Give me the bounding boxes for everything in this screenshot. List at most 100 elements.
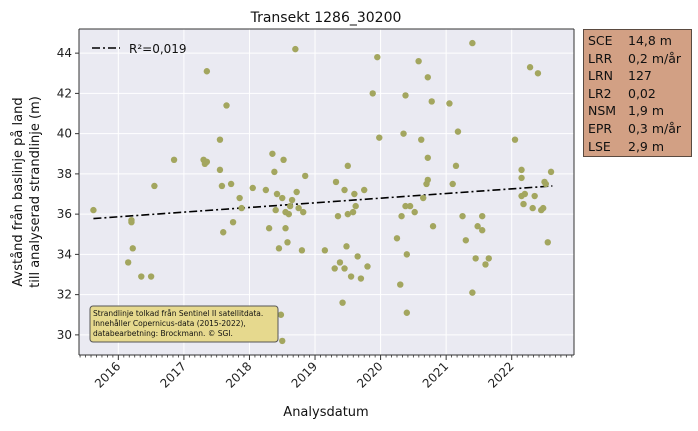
y-axis-title-line-2: till analyserad strandlinje (m) bbox=[28, 96, 43, 288]
data-point bbox=[534, 70, 542, 77]
data-point bbox=[147, 273, 155, 280]
data-point bbox=[424, 154, 431, 161]
stats-row: NSM 1,9 m bbox=[588, 102, 687, 120]
data-point bbox=[518, 166, 525, 174]
data-point bbox=[282, 225, 289, 232]
x-tick-label: 2017 bbox=[158, 359, 189, 390]
stats-row: LSE 2,9 m bbox=[588, 138, 687, 156]
data-point bbox=[321, 247, 329, 254]
data-point bbox=[223, 102, 230, 109]
data-point bbox=[420, 194, 427, 202]
y-tick-label: 44 bbox=[57, 46, 72, 60]
data-point bbox=[474, 223, 481, 230]
data-point bbox=[429, 223, 437, 230]
data-point bbox=[352, 202, 359, 210]
x-tick-label: 2019 bbox=[289, 359, 320, 390]
data-point bbox=[218, 182, 226, 190]
data-point bbox=[351, 190, 358, 198]
trendline-layer bbox=[93, 185, 553, 220]
stats-key: LR2 bbox=[588, 85, 612, 101]
data-point bbox=[284, 239, 291, 246]
stats-key: LRR bbox=[588, 50, 613, 66]
data-point bbox=[452, 162, 460, 170]
x-tick-label: 2016 bbox=[92, 359, 123, 390]
data-point bbox=[280, 156, 287, 164]
data-point bbox=[227, 180, 235, 188]
data-point bbox=[415, 57, 422, 65]
x-tick-label: 2021 bbox=[420, 359, 451, 390]
stats-key: LSE bbox=[588, 138, 611, 154]
stats-value: 0,2 m/år bbox=[628, 50, 682, 66]
stats-value: 0,3 m/år bbox=[628, 120, 682, 136]
data-point bbox=[220, 229, 227, 236]
stats-key: NSM bbox=[588, 103, 617, 119]
data-point bbox=[411, 208, 418, 216]
data-point bbox=[339, 299, 346, 306]
attribution-line-1: Strandlinje tolkad från Sentinel II sate… bbox=[93, 309, 263, 318]
data-point bbox=[229, 218, 237, 226]
stats-row: EPR 0,3 m/år bbox=[588, 120, 687, 138]
data-point bbox=[424, 74, 431, 81]
data-point bbox=[424, 176, 431, 184]
data-point bbox=[129, 245, 136, 252]
data-point bbox=[521, 190, 529, 198]
stats-row: LR2 0,02 bbox=[588, 85, 687, 103]
data-point bbox=[526, 64, 534, 71]
data-point bbox=[547, 168, 555, 176]
stats-key: EPR bbox=[588, 120, 613, 136]
data-point bbox=[544, 239, 551, 246]
data-point bbox=[170, 156, 178, 164]
data-point bbox=[288, 196, 296, 204]
data-point bbox=[354, 253, 361, 260]
stats-row: LRN 127 bbox=[588, 67, 687, 85]
attribution-note-box bbox=[89, 305, 279, 343]
data-point bbox=[269, 150, 276, 157]
data-point bbox=[462, 237, 470, 244]
data-point bbox=[357, 275, 365, 282]
data-point bbox=[347, 273, 355, 280]
data-point bbox=[459, 212, 466, 220]
data-point bbox=[277, 311, 285, 318]
trendline bbox=[93, 185, 553, 220]
data-point bbox=[332, 178, 340, 186]
data-point bbox=[301, 172, 309, 180]
data-point bbox=[374, 53, 381, 61]
data-point bbox=[341, 186, 348, 194]
data-point bbox=[529, 204, 536, 212]
data-point bbox=[479, 212, 486, 220]
data-point bbox=[336, 259, 344, 266]
data-point bbox=[482, 261, 489, 268]
data-point bbox=[292, 45, 299, 53]
chart-title: Transekt 1286_30200 bbox=[250, 10, 402, 26]
x-tick-label: 2020 bbox=[354, 359, 385, 390]
data-point bbox=[400, 130, 407, 137]
data-point bbox=[334, 212, 342, 220]
data-point bbox=[236, 194, 243, 202]
data-point bbox=[298, 247, 306, 254]
data-point bbox=[518, 174, 525, 182]
y-axis-title-line-1: Avstånd från baslinje på land bbox=[11, 97, 26, 286]
y-tick-label: 32 bbox=[57, 288, 72, 302]
data-point bbox=[293, 188, 300, 196]
stats-value: 127 bbox=[628, 68, 652, 84]
y-tick-label: 38 bbox=[57, 167, 72, 181]
data-point bbox=[472, 255, 479, 262]
data-point bbox=[376, 134, 383, 141]
data-point bbox=[418, 136, 425, 143]
data-point bbox=[485, 255, 492, 262]
data-point bbox=[403, 251, 411, 258]
stats-key: LRN bbox=[588, 68, 613, 84]
data-point bbox=[542, 180, 550, 188]
data-point bbox=[90, 206, 97, 214]
data-point bbox=[295, 204, 302, 212]
data-point bbox=[469, 39, 476, 47]
data-point bbox=[397, 281, 404, 288]
data-point bbox=[265, 225, 273, 232]
data-point bbox=[402, 92, 409, 99]
y-tick-label: 42 bbox=[57, 86, 72, 100]
y-tick-label: 34 bbox=[57, 247, 72, 261]
data-point bbox=[520, 200, 527, 208]
data-point bbox=[449, 180, 456, 188]
stats-key: SCE bbox=[588, 33, 613, 48]
